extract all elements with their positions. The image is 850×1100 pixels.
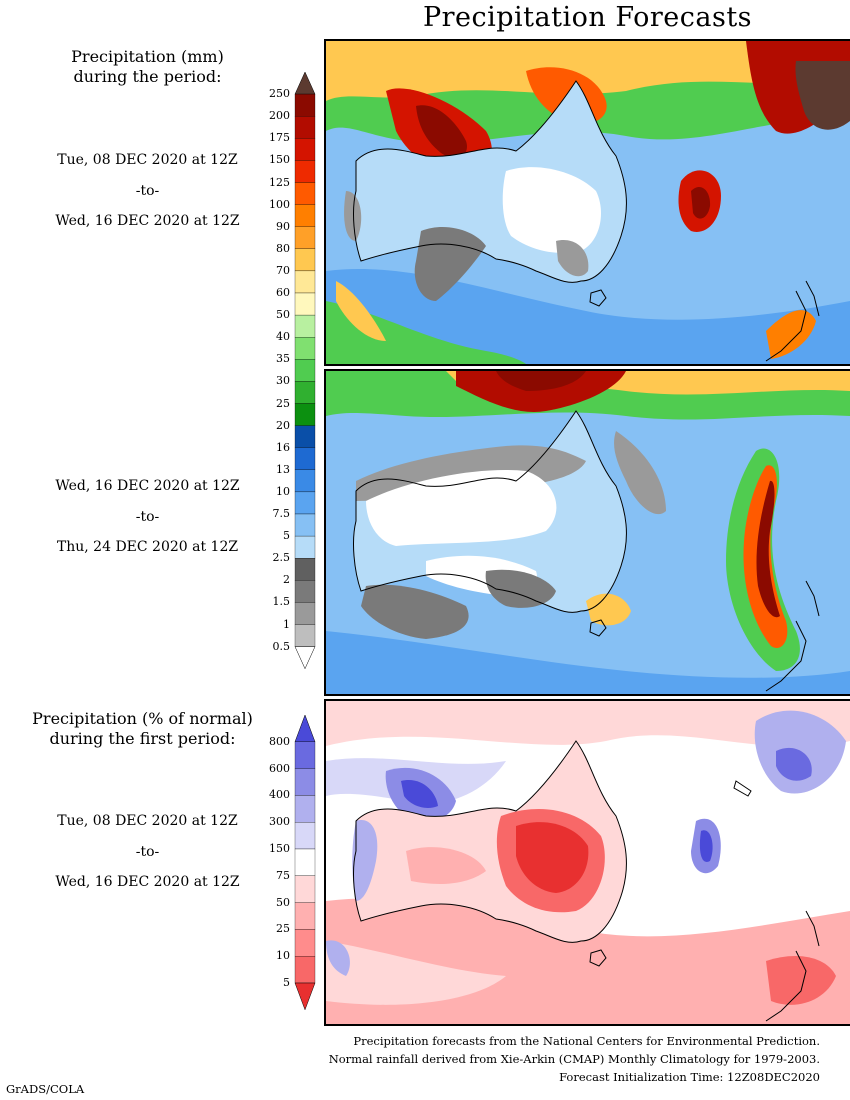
panel1-period-to: -to-: [135, 183, 160, 199]
colorbar-bottom-arrow: [294, 982, 316, 1011]
colorbar-swatch: [294, 116, 316, 139]
panel1-header-line2: during the period:: [73, 67, 222, 86]
panel3-header-line1: Precipitation (% of normal): [32, 709, 253, 728]
colorbar-tick-label: 600: [269, 761, 290, 775]
colorbar-swatch: [294, 226, 316, 249]
colorbar-bottom-arrow: [294, 646, 316, 670]
colorbar-swatch: [294, 848, 316, 876]
panel3-period-start: Tue, 08 DEC 2020 at 12Z: [57, 813, 238, 829]
colorbar-tick-label: 2: [283, 573, 290, 587]
panel2-period-start: Wed, 16 DEC 2020 at 12Z: [55, 478, 240, 494]
colorbar-tick-label: 125: [269, 175, 290, 189]
colorbar-tick-label: 250: [269, 87, 290, 101]
colorbar-tick-label: 80: [276, 241, 290, 255]
colorbar-tick-label: 10: [276, 949, 290, 963]
colorbar-tick-label: 35: [276, 352, 290, 366]
panel1-period-end: Wed, 16 DEC 2020 at 12Z: [55, 213, 240, 229]
colorbar-swatch: [294, 513, 316, 537]
colorbar-swatch: [294, 741, 316, 769]
colorbar-tick-label: 50: [276, 308, 290, 322]
panel3-period-end: Wed, 16 DEC 2020 at 12Z: [55, 874, 240, 890]
colorbar-swatch: [294, 795, 316, 823]
colorbar-swatch: [294, 875, 316, 903]
colorbar-swatch: [294, 768, 316, 796]
footer-line-2: Normal rainfall derived from Xie-Arkin (…: [328, 1052, 820, 1066]
colorbar-swatch: [294, 182, 316, 205]
colorbar-swatch: [294, 204, 316, 227]
map-panel-week1: [324, 39, 850, 366]
colorbar-tick-label: 5: [283, 529, 290, 543]
colorbar-tick-label: 13: [276, 462, 290, 476]
colorbar-swatch: [294, 138, 316, 161]
colorbar-tick-label: 400: [269, 788, 290, 802]
colorbar-tick-label: 25: [276, 396, 290, 410]
colorbar-tick-label: 150: [269, 153, 290, 167]
colorbar-tick-label: 300: [269, 815, 290, 829]
colorbar-tick-label: 7.5: [272, 507, 291, 520]
colorbar-tick-label: 70: [276, 263, 290, 277]
colorbar-tick-label: 0.5: [272, 639, 291, 653]
colorbar-swatch: [294, 160, 316, 183]
colorbar-swatch: [294, 929, 316, 957]
panel1-header-line1: Precipitation (mm): [71, 47, 224, 66]
colorbar-tick-label: 100: [269, 197, 290, 211]
map-panel-week2: [324, 369, 850, 696]
panel2-period-to: -to-: [135, 509, 160, 525]
colorbar-swatch: [294, 822, 316, 850]
colorbar-tick-label: 5: [283, 976, 290, 989]
colorbar-tick-label: 20: [276, 418, 290, 432]
colorbar-swatch: [294, 602, 316, 625]
colorbar-tick-label: 10: [276, 484, 290, 498]
percent-colorbar: [294, 715, 316, 1011]
colorbar-swatch: [294, 292, 316, 316]
colorbar-tick-label: 2.5: [272, 551, 291, 565]
colorbar-swatch: [294, 314, 316, 338]
footer-line-3: Forecast Initialization Time: 12Z08DEC20…: [559, 1070, 820, 1084]
colorbar-swatch: [294, 270, 316, 294]
colorbar-swatch: [294, 381, 316, 404]
colorbar-tick-label: 30: [276, 374, 290, 388]
colorbar-tick-label: 1: [283, 617, 290, 631]
colorbar-swatch: [294, 535, 316, 559]
colorbar-swatch: [294, 469, 316, 493]
colorbar-tick-label: 200: [269, 109, 290, 123]
colorbar-tick-label: 16: [276, 440, 290, 454]
colorbar-top-arrow: [294, 715, 316, 743]
colorbar-top-arrow: [294, 72, 316, 95]
colorbar-swatch: [294, 624, 316, 647]
panel1-period-start: Tue, 08 DEC 2020 at 12Z: [57, 152, 238, 168]
footer-line-1: Precipitation forecasts from the Nationa…: [353, 1034, 820, 1048]
page-title: Precipitation Forecasts: [422, 2, 753, 33]
panel3-period-to: -to-: [135, 844, 160, 860]
colorbar-swatch: [294, 425, 316, 448]
colorbar-swatch: [294, 359, 316, 382]
colorbar-swatch: [294, 447, 316, 470]
panel3-header-line2: during the first period:: [49, 729, 236, 748]
colorbar-tick-label: 25: [276, 922, 290, 936]
colorbar-tick-label: 1.5: [272, 595, 291, 609]
colorbar-swatch: [294, 491, 316, 515]
colorbar-tick-label: 40: [276, 330, 290, 344]
colorbar-tick-label: 150: [269, 842, 290, 855]
colorbar-swatch: [294, 248, 316, 272]
colorbar-swatch: [294, 902, 316, 930]
colorbar-swatch: [294, 580, 316, 603]
colorbar-swatch: [294, 93, 316, 117]
colorbar-swatch: [294, 956, 316, 984]
colorbar-tick-label: 60: [276, 286, 290, 299]
credit: GrADS/COLA: [6, 1082, 85, 1096]
colorbar-tick-label: 75: [276, 868, 290, 882]
colorbar-tick-label: 800: [269, 734, 290, 748]
precip-colorbar: [294, 72, 316, 670]
colorbar-tick-label: 175: [269, 131, 290, 145]
panel2-period-end: Thu, 24 DEC 2020 at 12Z: [56, 539, 239, 555]
colorbar-swatch: [294, 337, 316, 360]
colorbar-swatch: [294, 403, 316, 426]
colorbar-tick-label: 90: [276, 219, 290, 233]
map-panel-percent-normal: [324, 699, 850, 1026]
colorbar-tick-label: 50: [276, 895, 290, 909]
colorbar-swatch: [294, 558, 316, 581]
